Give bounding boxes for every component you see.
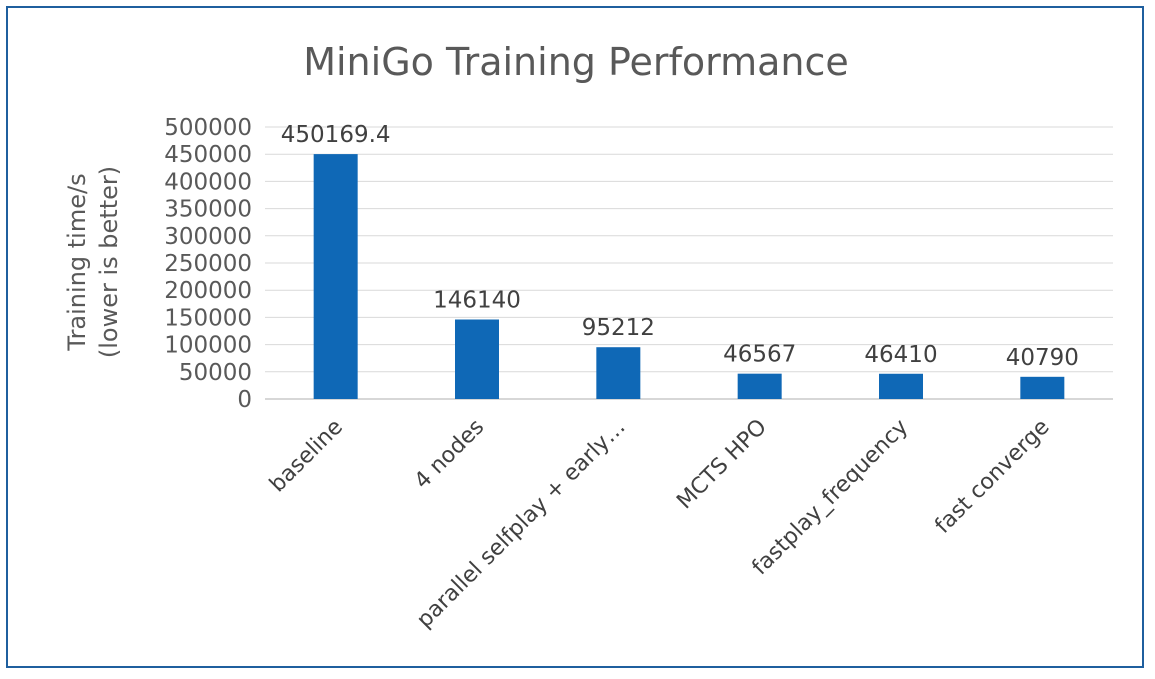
gridlines [265, 126, 1113, 400]
bar [879, 373, 923, 399]
y-tick-label: 350000 [164, 197, 252, 223]
chart-title: MiniGo Training Performance [303, 40, 849, 84]
bars [313, 154, 1065, 399]
y-axis-label-line-1: Training time/s [63, 173, 91, 351]
category-label: fastplay_frequency [748, 415, 914, 581]
bar [313, 154, 358, 399]
data-label: 46410 [864, 342, 937, 368]
y-tick-label: 250000 [164, 251, 252, 277]
category-label: MCTS HPO [672, 415, 772, 515]
y-tick-label: 0 [237, 387, 252, 413]
y-tick-label: 200000 [164, 278, 252, 304]
data-label: 95212 [582, 315, 655, 341]
y-tick-label: 150000 [164, 305, 252, 331]
data-labels: 450169.4 146140 95212 46567 46410 40790 [281, 122, 1079, 371]
category-label: fast converge [930, 415, 1054, 539]
bar [596, 347, 641, 399]
y-tick-label: 100000 [164, 333, 252, 359]
y-axis-label-line-2: (lower is better) [95, 166, 123, 358]
bar [1020, 376, 1065, 399]
bar [455, 319, 499, 399]
bar [737, 373, 782, 399]
data-label: 40790 [1006, 345, 1079, 371]
y-axis-label: Training time/s (lower is better) [63, 166, 123, 358]
y-tick-label: 500000 [164, 115, 252, 141]
data-label: 46567 [723, 342, 796, 368]
category-label: 4 nodes [410, 415, 489, 494]
data-label: 450169.4 [281, 122, 391, 148]
data-label: 146140 [433, 287, 521, 313]
category-label: baseline [265, 415, 348, 498]
chart-frame [6, 6, 1144, 668]
y-tick-label: 50000 [179, 360, 252, 386]
y-tick-label: 300000 [164, 224, 252, 250]
y-axis-ticks: 5000004500004000003500003000002500002000… [164, 115, 252, 413]
y-tick-label: 400000 [164, 169, 252, 195]
y-tick-label: 450000 [164, 142, 252, 168]
